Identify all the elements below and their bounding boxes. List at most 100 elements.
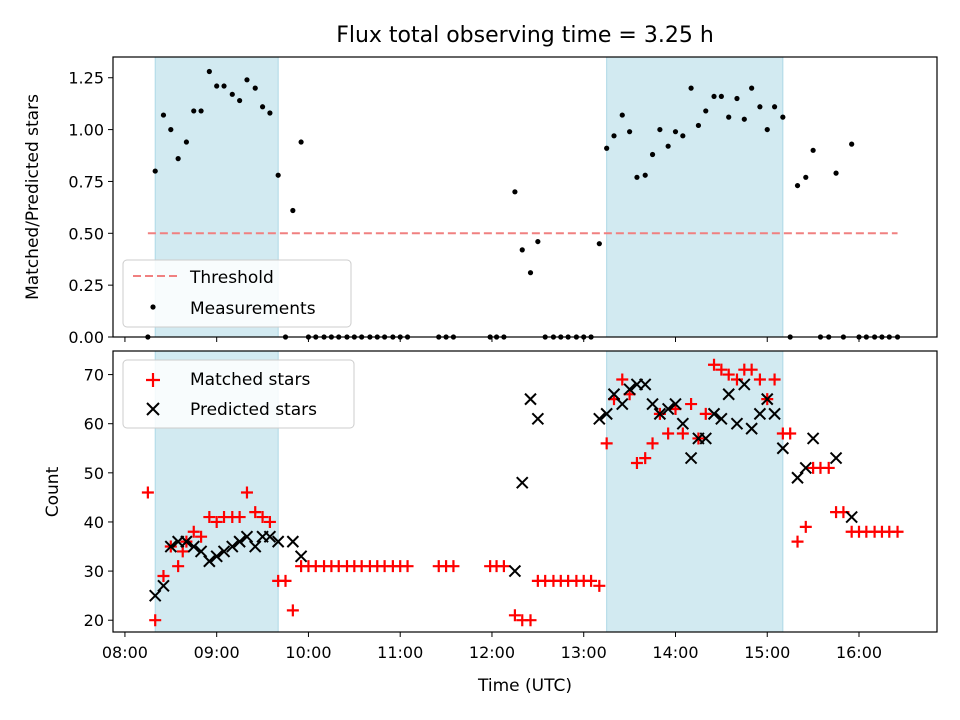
top-y-axis-label: Matched/Predicted stars xyxy=(23,94,43,300)
x-tick-label: 10:00 xyxy=(285,643,331,662)
predicted-star-point xyxy=(768,407,781,421)
measurement-point xyxy=(229,91,235,97)
matched-star-point xyxy=(730,373,743,386)
predicted-star-point xyxy=(715,412,728,426)
matched-star-point xyxy=(233,511,246,524)
legend-predicted-swatch xyxy=(146,402,160,416)
measurement-point xyxy=(741,116,747,122)
matched-star-point xyxy=(401,560,414,573)
matched-star-point xyxy=(753,373,766,386)
predicted-star-point xyxy=(845,510,858,524)
measurement-point xyxy=(718,93,724,100)
measurement-point xyxy=(688,85,694,91)
matched-star-point xyxy=(585,574,598,587)
measurement-point xyxy=(519,247,525,253)
measurement-point xyxy=(237,97,243,104)
measurement-point xyxy=(183,139,190,145)
predicted-star-point xyxy=(294,550,308,563)
matched-star-point xyxy=(263,515,276,528)
bottom-y-ticks: 20 30 40 50 60 70 xyxy=(84,366,113,630)
matched-star-point xyxy=(745,363,758,376)
matched-star-point xyxy=(508,609,521,622)
matched-star-point xyxy=(822,461,835,474)
predicted-star-point xyxy=(623,383,636,396)
measurement-point xyxy=(160,112,167,118)
x-tick-label: 08:00 xyxy=(102,643,148,662)
matched-star-point xyxy=(685,398,698,411)
measurement-point xyxy=(711,93,717,100)
x-tick-label: 09:00 xyxy=(194,643,240,662)
matched-star-point xyxy=(662,427,675,440)
top-legend: Threshold Measurements xyxy=(122,259,352,328)
legend-matched-label: Matched stars xyxy=(190,370,310,390)
top-y-tick-label: 0.25 xyxy=(68,276,104,295)
predicted-star-point xyxy=(684,451,698,465)
predicted-star-point xyxy=(149,589,162,602)
legend-predicted-label: Predicted stars xyxy=(190,400,317,420)
bottom-y-tick-label: 50 xyxy=(84,464,104,483)
matched-star-point xyxy=(157,569,170,582)
predicted-star-point xyxy=(263,530,277,543)
matched-star-point xyxy=(141,486,154,499)
matched-star-point xyxy=(708,358,721,371)
measurement-point xyxy=(527,270,534,276)
x-tick-label: 13:00 xyxy=(561,643,607,662)
bottom-x-ticks: 08:00 09:00 10:00 11:00 12:00 13:00 14:00 15:00… xyxy=(102,632,882,662)
x-tick-label: 16:00 xyxy=(836,643,882,662)
predicted-star-point xyxy=(180,535,193,548)
matched-star-point xyxy=(447,560,460,573)
matched-star-point xyxy=(203,511,216,524)
predicted-star-point xyxy=(164,540,178,553)
measurement-point xyxy=(771,104,778,110)
predicted-star-point xyxy=(676,417,690,430)
top-panel: 0.00 0.25 0.50 0.75 1.00 1.25 Matched/Predict… xyxy=(23,56,938,347)
predicted-star-point xyxy=(791,471,804,484)
measurement-point xyxy=(657,126,663,133)
matched-star-point xyxy=(646,437,659,450)
predicted-star-point xyxy=(600,407,613,421)
bottom-y-tick-label: 60 xyxy=(84,415,104,434)
top-y-tick-label: 0.75 xyxy=(68,172,104,191)
measurement-point xyxy=(259,104,266,110)
predicted-star-point xyxy=(249,540,262,553)
count-points xyxy=(141,358,904,627)
predicted-star-point xyxy=(226,540,239,553)
predicted-star-point xyxy=(761,392,774,406)
matched-star-point xyxy=(256,511,269,524)
predicted-star-point xyxy=(607,388,621,401)
measurement-point xyxy=(757,104,763,110)
predicted-star-point xyxy=(646,397,659,411)
predicted-star-point xyxy=(799,461,812,475)
measurement-point xyxy=(665,143,671,149)
predicted-star-point xyxy=(745,422,758,435)
predicted-star-point xyxy=(233,535,246,548)
matched-star-point xyxy=(187,525,200,538)
measurement-point xyxy=(642,172,648,178)
predicted-star-point xyxy=(753,407,767,421)
bottom-legend: Matched stars Predicted stars xyxy=(122,359,355,429)
matched-star-point xyxy=(210,515,223,528)
predicted-star-point xyxy=(516,476,529,489)
top-y-tick-label: 0.50 xyxy=(68,224,104,243)
chart-title: Flux total observing time = 3.25 h xyxy=(336,23,714,48)
predicted-star-point xyxy=(638,378,652,391)
predicted-star-point xyxy=(194,545,208,558)
predicted-star-point xyxy=(829,451,843,465)
predicted-star-point xyxy=(271,535,285,548)
predicted-star-point xyxy=(730,417,744,430)
measurement-point xyxy=(649,151,656,158)
measurement-point xyxy=(152,168,158,174)
measurement-point xyxy=(267,110,273,116)
matched-star-point xyxy=(172,560,185,573)
top-y-tick-label: 1.25 xyxy=(68,69,104,88)
measurement-point xyxy=(703,108,709,114)
bottom-y-tick-label: 30 xyxy=(84,562,104,581)
matched-star-point xyxy=(497,560,510,573)
matched-star-point xyxy=(630,457,643,470)
predicted-star-point xyxy=(653,407,667,421)
x-tick-label: 14:00 xyxy=(652,643,698,662)
matched-star-point xyxy=(715,363,728,376)
predicted-star-point xyxy=(593,412,606,426)
predicted-star-point xyxy=(210,550,223,563)
